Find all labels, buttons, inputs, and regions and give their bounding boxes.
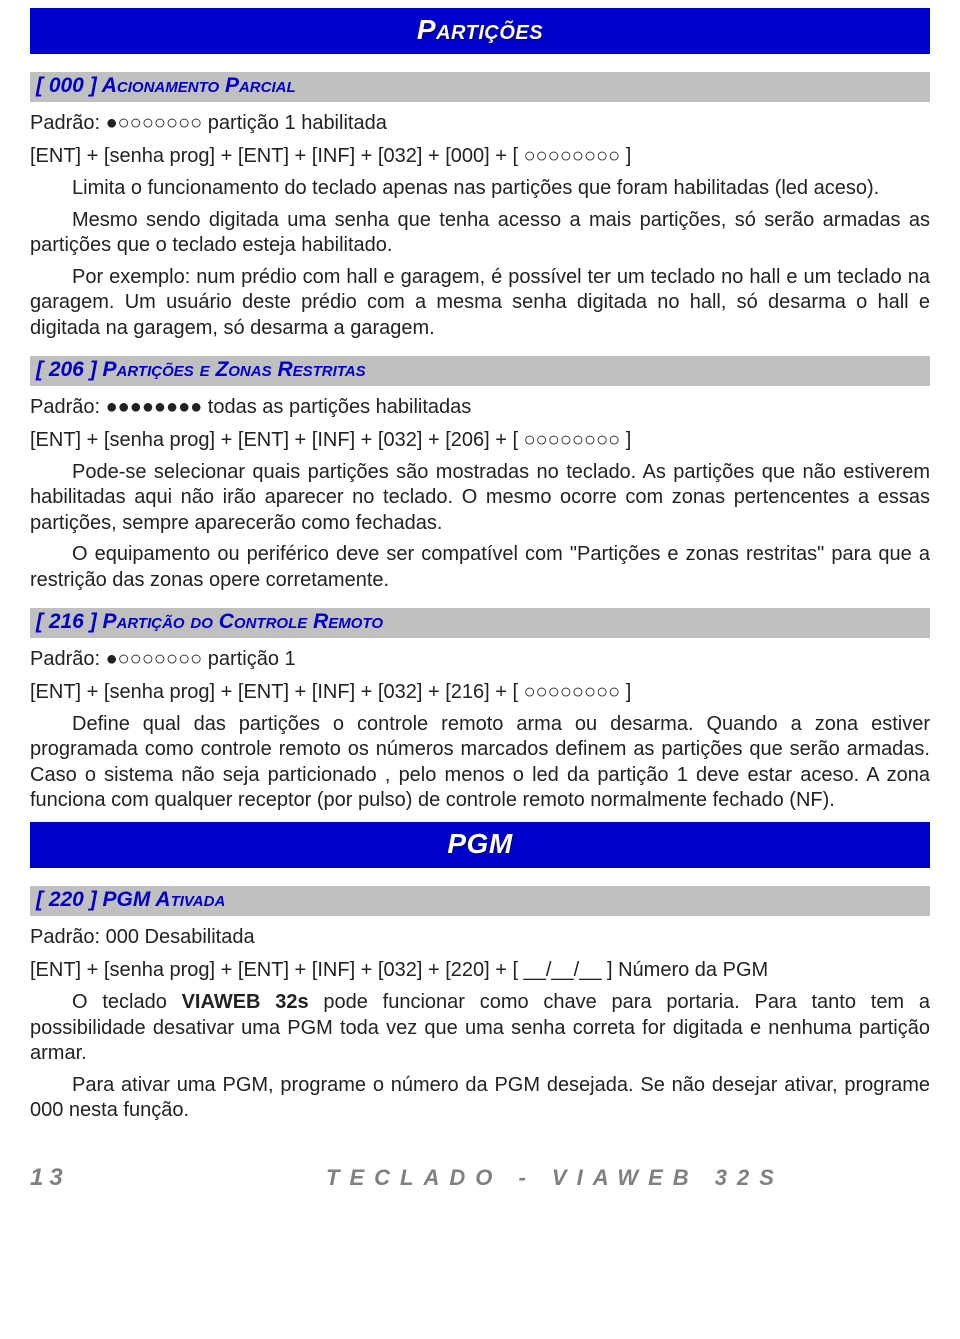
page-number: 13: [30, 1164, 180, 1192]
subheading-text: [ 206 ] Partições e Zonas Restritas: [36, 358, 366, 381]
text: Define qual das partições o controle rem…: [30, 713, 930, 812]
padrao-220: Padrão: 000 Desabilitada: [30, 924, 930, 951]
text: O equipamento ou periférico deve ser com…: [30, 543, 930, 591]
body-000-3: Por exemplo: num prédio com hall e garag…: [30, 265, 930, 342]
text: Para ativar uma PGM, programe o número d…: [30, 1074, 930, 1122]
title-text: PGM: [447, 828, 512, 859]
body-216-1: Define qual das partições o controle rem…: [30, 712, 930, 814]
section-title-pgm: PGM: [30, 822, 930, 868]
title-text: Partições: [417, 14, 543, 45]
page-footer: 13 TECLADO - VIAWEB 32S: [30, 1164, 930, 1192]
padrao-216: Padrão: ●○○○○○○○ partição 1: [30, 646, 930, 673]
body-206-1: Pode-se selecionar quais partições são m…: [30, 460, 930, 537]
padrao-000: Padrão: ●○○○○○○○ partição 1 habilitada: [30, 110, 930, 137]
subheading-216: [ 216 ] Partição do Controle Remoto: [30, 608, 930, 638]
padrao-206: Padrão: ●●●●●●●● todas as partições habi…: [30, 394, 930, 421]
sequence-206: [ENT] + [senha prog] + [ENT] + [INF] + […: [30, 427, 930, 454]
text: Por exemplo: num prédio com hall e garag…: [30, 266, 930, 339]
sequence-216: [ENT] + [senha prog] + [ENT] + [INF] + […: [30, 679, 930, 706]
text: Pode-se selecionar quais partições são m…: [30, 461, 930, 534]
subheading-000: [ 000 ] Acionamento Parcial: [30, 72, 930, 102]
text: Mesmo sendo digitada uma senha que tenha…: [30, 209, 930, 257]
subheading-text: [ 216 ] Partição do Controle Remoto: [36, 610, 383, 633]
subheading-206: [ 206 ] Partições e Zonas Restritas: [30, 356, 930, 386]
body-000-1: Limita o funcionamento do teclado apenas…: [30, 176, 930, 202]
text: Limita o funcionamento do teclado apenas…: [72, 177, 879, 199]
section-title-particoes: Partições: [30, 8, 930, 54]
body-206-2: O equipamento ou periférico deve ser com…: [30, 542, 930, 593]
subheading-text: [ 000 ] Acionamento Parcial: [36, 74, 296, 97]
sequence-220: [ENT] + [senha prog] + [ENT] + [INF] + […: [30, 957, 930, 984]
footer-label: TECLADO - VIAWEB 32S: [180, 1165, 930, 1191]
text-bold: VIAWEB 32s: [182, 991, 309, 1013]
text-a: O teclado: [72, 991, 182, 1013]
body-220-1: O teclado VIAWEB 32s pode funcionar como…: [30, 990, 930, 1067]
body-220-2: Para ativar uma PGM, programe o número d…: [30, 1073, 930, 1124]
subheading-220: [ 220 ] PGM Ativada: [30, 886, 930, 916]
sequence-000: [ENT] + [senha prog] + [ENT] + [INF] + […: [30, 143, 930, 170]
subheading-text: [ 220 ] PGM Ativada: [36, 888, 225, 911]
body-000-2: Mesmo sendo digitada uma senha que tenha…: [30, 208, 930, 259]
